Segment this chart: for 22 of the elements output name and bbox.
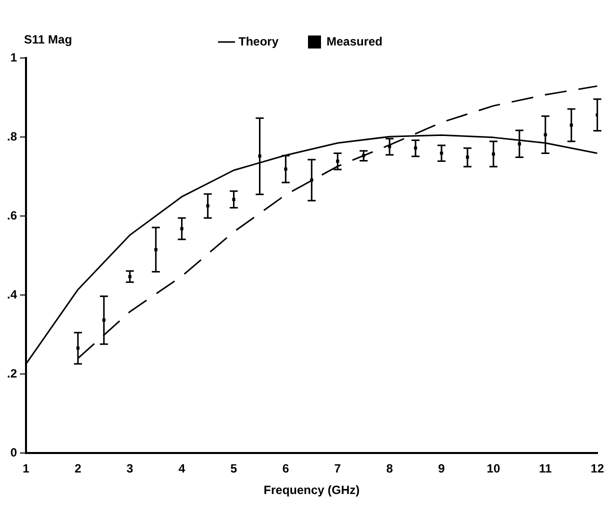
x-tick-label: 11 (539, 462, 552, 476)
x-tick-label: 5 (230, 462, 238, 476)
x-tick-label: 12 (590, 462, 604, 476)
y-tick-label: .2 (6, 366, 18, 380)
x-tick-label: 10 (486, 462, 500, 476)
legend-label: Theory (238, 34, 279, 48)
x-tick-label: 7 (334, 462, 342, 476)
x-tick-label: 3 (126, 462, 134, 476)
y-axis-title: S11 Mag (24, 32, 72, 46)
x-axis-title: Frequency (GHz) (264, 483, 360, 498)
legend-label: Measured (326, 34, 383, 48)
y-tick-label: .6 (6, 208, 18, 222)
x-tick-label: 6 (282, 462, 290, 476)
x-tick-label: 4 (178, 462, 186, 476)
y-tick-label: .4 (6, 287, 18, 302)
x-tick-label: 9 (438, 462, 446, 476)
x-tick-label: 1 (22, 462, 30, 476)
y-tick-label: 0 (10, 446, 18, 460)
x-tick-label: 2 (74, 462, 82, 476)
y-tick-label: 1 (10, 50, 18, 64)
y-tick-label: .8 (6, 129, 18, 144)
x-tick-label: 8 (386, 462, 394, 476)
